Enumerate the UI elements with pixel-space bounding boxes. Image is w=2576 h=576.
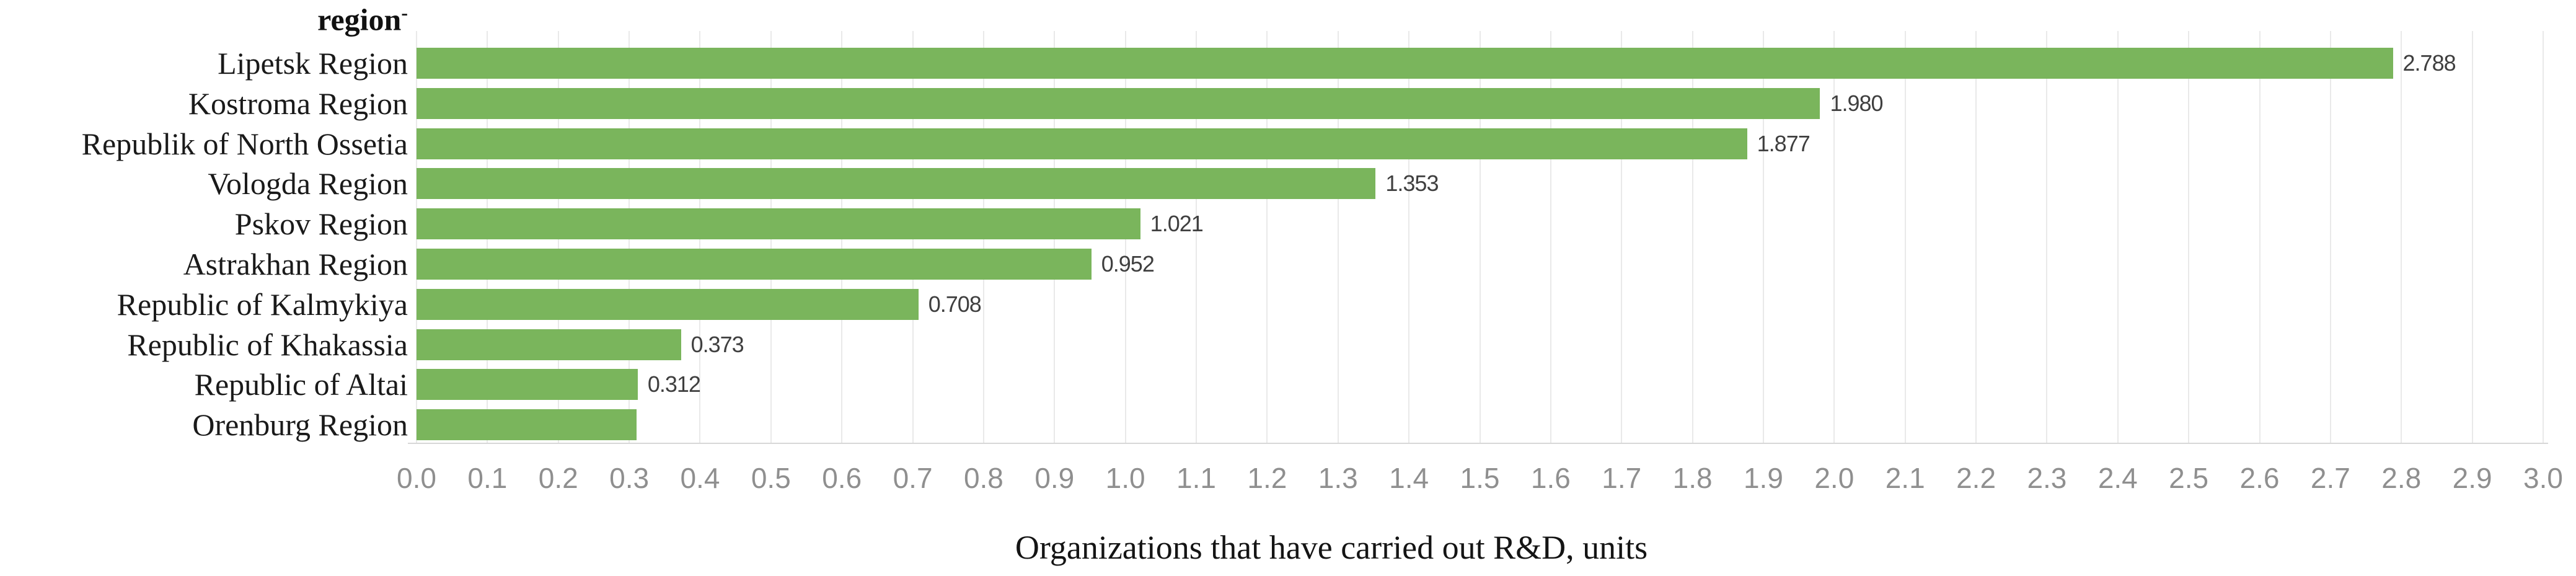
value-label: 1.021 <box>1150 211 1204 237</box>
category-label: Astrakhan Region <box>183 247 408 281</box>
x-tick-label: 2.5 <box>2169 462 2209 494</box>
category-label: Orenburg Region <box>192 407 408 443</box>
category-label: Kostroma Region <box>188 86 408 121</box>
value-label: 2.788 <box>2402 50 2456 76</box>
x-tick-label: 1.7 <box>1602 462 1642 494</box>
category-label: Republic of Khakassia <box>127 327 408 362</box>
x-tick-label: 0.0 <box>397 462 436 494</box>
bar <box>417 249 1092 280</box>
x-tick-label: 2.1 <box>1885 462 1925 494</box>
x-tick-label: 2.4 <box>2097 462 2138 494</box>
x-tick-label: 2.6 <box>2239 462 2280 494</box>
gridline <box>2188 31 2190 443</box>
gridline <box>1692 31 1693 443</box>
gridline <box>1904 31 1906 443</box>
gridline <box>1762 31 1764 443</box>
gridline <box>1550 31 1551 443</box>
x-axis-title: Organizations that have carried out R&D,… <box>1015 529 1648 566</box>
x-tick-label: 2.9 <box>2452 462 2492 494</box>
x-tick-label: 0.5 <box>751 462 791 494</box>
gridline <box>2543 31 2544 443</box>
x-axis-line <box>408 443 2548 444</box>
category-label: Pskov Region <box>234 206 408 242</box>
gridline <box>1408 31 1410 443</box>
gridline <box>2259 31 2261 443</box>
gridline <box>1266 31 1268 443</box>
x-tick-label: 1.3 <box>1318 462 1358 494</box>
x-tick-label: 0.4 <box>680 462 720 494</box>
bar <box>417 128 1747 159</box>
value-label: 0.952 <box>1101 251 1155 277</box>
gridline <box>2046 31 2048 443</box>
x-tick-label: 1.1 <box>1176 462 1217 494</box>
x-tick-label: 0.7 <box>893 462 933 494</box>
gridline <box>1833 31 1835 443</box>
bar <box>417 288 919 320</box>
x-tick-label: 2.0 <box>1814 462 1855 494</box>
y-axis-header-text: region <box>317 2 402 37</box>
x-tick-label: 1.4 <box>1389 462 1429 494</box>
gridline <box>1479 31 1481 443</box>
bar <box>417 409 637 441</box>
x-tick-label: 0.2 <box>538 462 578 494</box>
bar <box>417 369 638 401</box>
gridline <box>1337 31 1339 443</box>
category-label: Republik of North Ossetia <box>81 126 408 161</box>
value-label: 0.373 <box>690 331 744 357</box>
gridline <box>2401 31 2402 443</box>
gridline <box>1975 31 1977 443</box>
x-tick-label: 2.7 <box>2310 462 2350 494</box>
category-label: Republic of Kalmykiya <box>117 286 408 322</box>
x-tick-label: 2.2 <box>1956 462 1996 494</box>
x-tick-label: 1.2 <box>1247 462 1287 494</box>
x-tick-label: 1.5 <box>1460 462 1500 494</box>
bar <box>417 48 2393 79</box>
x-tick-label: 2.8 <box>2381 462 2422 494</box>
y-axis-header: region- <box>317 2 408 35</box>
y-axis-header-superscript: - <box>401 1 408 24</box>
x-tick-label: 0.3 <box>609 462 650 494</box>
x-tick-label: 0.6 <box>822 462 862 494</box>
x-tick-label: 1.8 <box>1672 462 1713 494</box>
bar <box>417 208 1140 240</box>
value-label: 1.980 <box>1830 90 1883 116</box>
category-label: Republic of Altai <box>194 367 408 402</box>
category-label: Vologda Region <box>208 166 408 202</box>
value-label: 1.353 <box>1385 171 1439 197</box>
bar <box>417 329 681 360</box>
bar <box>417 87 1820 119</box>
x-tick-label: 2.3 <box>2027 462 2067 494</box>
gridline <box>1621 31 1623 443</box>
x-tick-label: 3.0 <box>2523 462 2563 494</box>
value-label: 0.312 <box>647 371 701 397</box>
gridline <box>2117 31 2119 443</box>
gridline <box>1196 31 1198 443</box>
x-tick-label: 1.6 <box>1530 462 1571 494</box>
bar <box>417 168 1376 200</box>
category-label: Lipetsk Region <box>218 46 408 81</box>
value-label: 1.877 <box>1757 130 1811 156</box>
value-label: 0.708 <box>928 291 982 317</box>
x-tick-label: 0.1 <box>467 462 508 494</box>
gridline <box>2329 31 2331 443</box>
x-tick-label: 0.9 <box>1034 462 1075 494</box>
x-tick-label: 0.8 <box>963 462 1003 494</box>
x-tick-label: 1.9 <box>1743 462 1783 494</box>
gridline <box>2471 31 2473 443</box>
x-tick-label: 1.0 <box>1105 462 1145 494</box>
